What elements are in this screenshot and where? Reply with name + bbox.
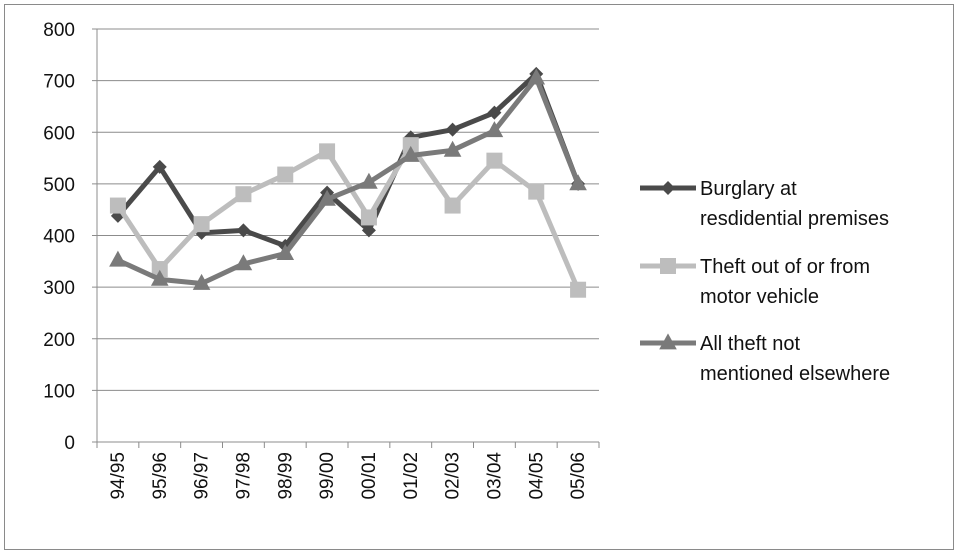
data-point bbox=[319, 143, 336, 160]
x-tick-label: 02/03 bbox=[443, 452, 464, 500]
data-point bbox=[527, 68, 546, 85]
legend-label: Burglary at bbox=[700, 178, 797, 200]
legend-label: resdidential premises bbox=[700, 208, 889, 230]
data-point bbox=[569, 174, 587, 191]
x-tick-label: 05/06 bbox=[568, 452, 589, 500]
data-point bbox=[193, 216, 210, 233]
data-point bbox=[485, 121, 504, 138]
data-point bbox=[445, 122, 460, 137]
axes bbox=[92, 28, 600, 448]
x-tick-label: 95/96 bbox=[150, 452, 171, 500]
data-point bbox=[401, 145, 420, 162]
data-point bbox=[361, 223, 376, 238]
x-tick-label: 04/05 bbox=[526, 452, 547, 500]
legend-label: Theft out of or from bbox=[700, 256, 870, 278]
legend-entry-1: Burglary at resdidential premises bbox=[640, 178, 889, 230]
y-tick-label: 400 bbox=[43, 227, 75, 248]
data-point bbox=[192, 273, 211, 290]
data-point bbox=[570, 281, 587, 298]
y-tick-label: 200 bbox=[43, 330, 75, 351]
legend-entry-3: All theft not mentioned elsewhere bbox=[640, 333, 890, 385]
data-point bbox=[109, 197, 126, 214]
data-point bbox=[234, 254, 253, 271]
x-tick-label: 99/00 bbox=[317, 452, 338, 500]
data-point bbox=[151, 261, 168, 278]
data-point bbox=[528, 183, 545, 200]
data-point bbox=[402, 137, 419, 154]
series-line bbox=[116, 75, 581, 287]
legend-label: All theft not bbox=[700, 333, 801, 355]
series-line bbox=[116, 71, 581, 249]
x-tick-label: 00/01 bbox=[359, 452, 380, 500]
data-point bbox=[150, 269, 169, 286]
legend-label: mentioned elsewhere bbox=[700, 363, 890, 385]
y-tick-label: 500 bbox=[43, 175, 75, 196]
x-tick-label: 97/98 bbox=[233, 452, 254, 500]
x-tick-label: 03/04 bbox=[484, 452, 505, 500]
x-tick-label: 96/97 bbox=[192, 452, 213, 500]
data-point bbox=[276, 243, 295, 260]
legend-marker bbox=[659, 333, 677, 350]
y-tick-label: 0 bbox=[64, 433, 75, 454]
legend-label: motor vehicle bbox=[700, 286, 819, 308]
data-point bbox=[444, 197, 461, 214]
data-point bbox=[318, 189, 336, 206]
y-tick-label: 100 bbox=[43, 381, 75, 402]
y-tick-label: 300 bbox=[43, 278, 75, 299]
series-3 bbox=[109, 68, 587, 290]
data-point bbox=[152, 159, 167, 174]
legend: Burglary at resdidential premises Theft ou… bbox=[640, 178, 890, 385]
series-2 bbox=[109, 137, 587, 298]
series-lines bbox=[109, 66, 587, 298]
data-point bbox=[443, 140, 462, 157]
x-tick-labels: 94/95 95/96 96/97 97/98 98/99 99/00 00/01 01/02… bbox=[108, 452, 589, 500]
y-tick-label: 800 bbox=[43, 20, 75, 41]
x-tick-label: 94/95 bbox=[108, 452, 129, 500]
y-tick-label: 600 bbox=[43, 123, 75, 144]
y-tick-label: 700 bbox=[43, 72, 75, 93]
x-tick-label: 01/02 bbox=[401, 452, 422, 500]
data-point bbox=[109, 250, 127, 267]
legend-entry-2: Theft out of or from motor vehicle bbox=[640, 256, 870, 308]
data-point bbox=[360, 209, 377, 226]
data-point bbox=[235, 186, 252, 203]
series-line bbox=[115, 142, 581, 291]
series-1 bbox=[110, 66, 586, 253]
data-point bbox=[486, 152, 503, 169]
data-point bbox=[236, 223, 251, 238]
data-point bbox=[360, 172, 378, 189]
legend-marker bbox=[661, 181, 675, 195]
data-point bbox=[487, 105, 502, 120]
x-tick-label: 98/99 bbox=[275, 452, 296, 500]
data-point bbox=[277, 166, 294, 183]
y-tick-labels: 0 100 200 300 400 500 600 700 800 bbox=[43, 20, 75, 454]
legend-marker bbox=[660, 258, 676, 274]
